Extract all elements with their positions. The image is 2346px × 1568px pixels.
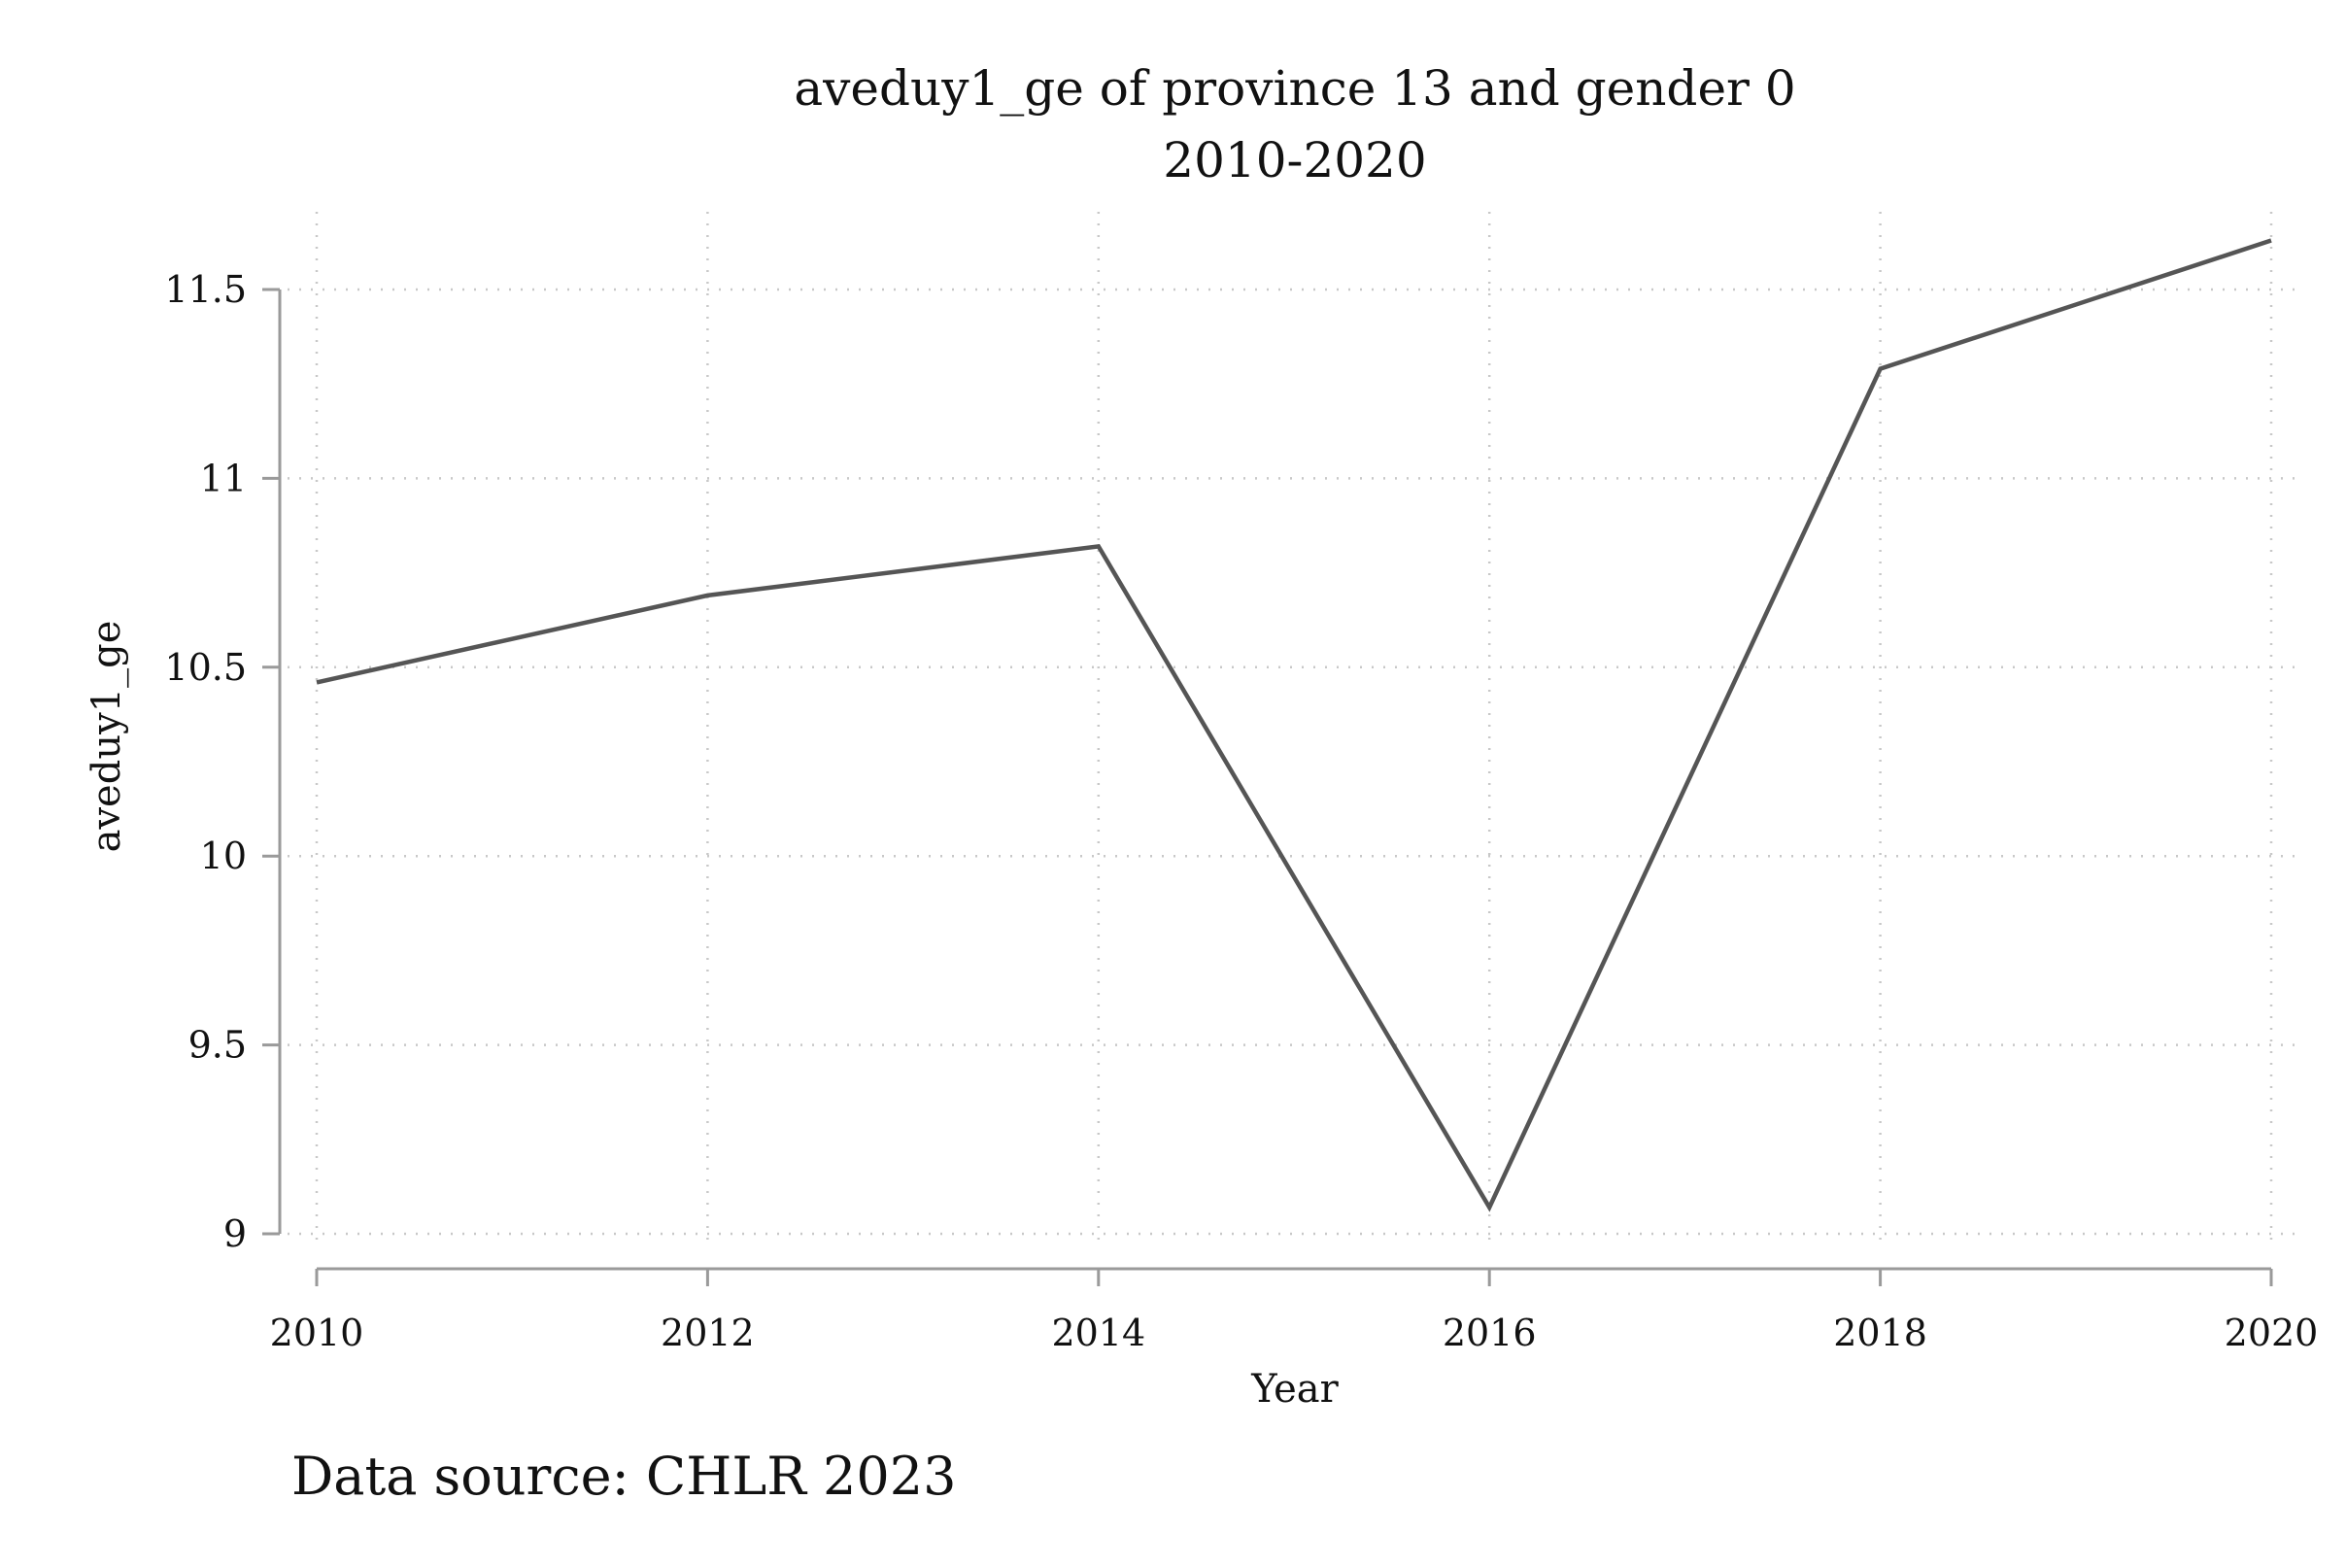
y-tick-label: 9 — [223, 1212, 247, 1255]
x-axis-label: Year — [1250, 1367, 1339, 1412]
grid-layer — [288, 212, 2302, 1242]
series-layer — [316, 238, 2272, 1212]
series-line — [316, 238, 2272, 1212]
x-tick-label: 2014 — [1051, 1312, 1145, 1354]
chart-subtitle: 2010-2020 — [1163, 132, 1426, 188]
x-tick-label: 2018 — [1833, 1312, 1927, 1354]
x-tick-label: 2012 — [661, 1312, 755, 1354]
data-source-note: Data source: CHLR 2023 — [291, 1446, 956, 1507]
x-tick-label: 2016 — [1443, 1312, 1537, 1354]
x-tick-label: 2010 — [270, 1312, 364, 1354]
y-tick-label: 11 — [200, 457, 247, 499]
x-tick-label: 2020 — [2225, 1312, 2319, 1354]
y-tick-label: 11.5 — [164, 268, 247, 311]
chart-title: aveduy1_ge of province 13 and gender 0 — [794, 60, 1795, 117]
labels-layer: aveduy1_ge of province 13 and gender 0 2… — [85, 60, 1796, 1507]
y-tick-label: 10 — [200, 835, 247, 877]
y-tick-label: 10.5 — [164, 646, 247, 689]
y-axis-label: aveduy1_ge — [85, 621, 129, 853]
y-tick-label: 9.5 — [188, 1024, 247, 1067]
axes-layer: 9 9.5 10 10.5 11 11.5 2010 2012 2014 2016 2018 2020 — [164, 268, 2318, 1354]
